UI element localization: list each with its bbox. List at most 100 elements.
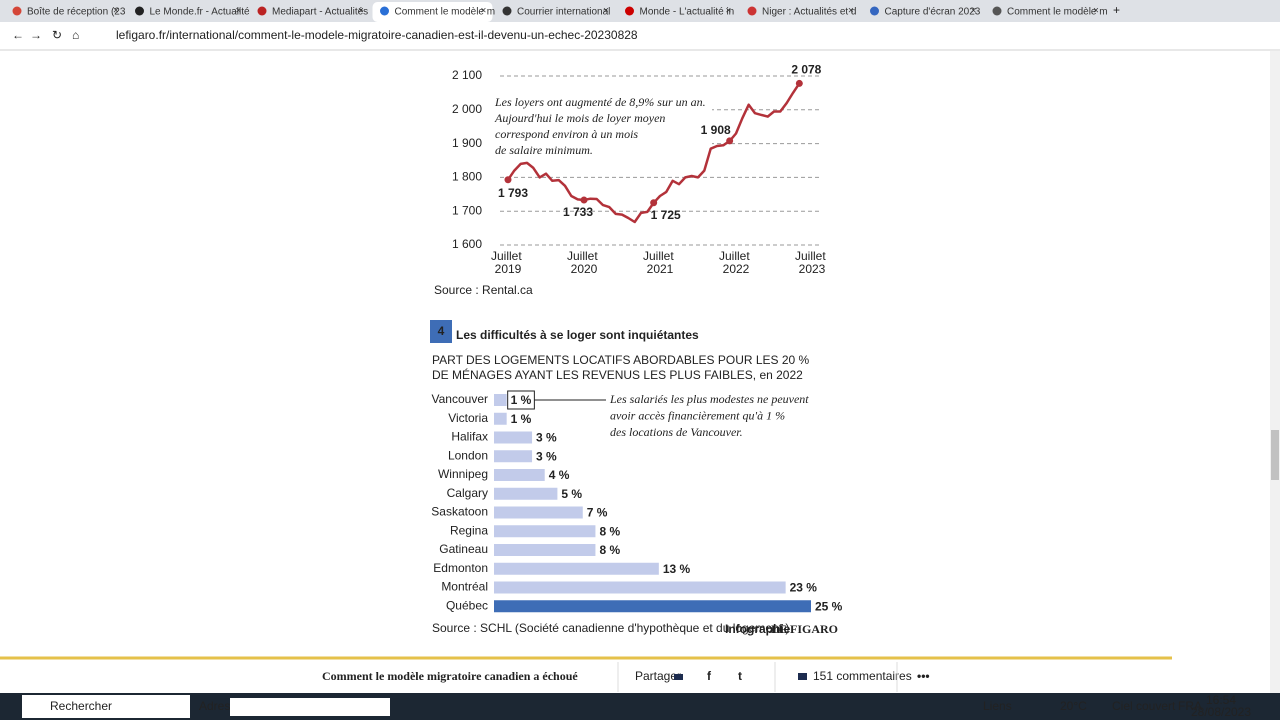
tab-title: Comment le modèle m (1007, 7, 1108, 18)
data-label: 3 % (536, 449, 557, 463)
data-label: 7 % (587, 506, 608, 520)
tab-title: Le Monde.fr - Actualité (150, 7, 250, 18)
tab-icon (747, 6, 757, 16)
category-label: Victoria (448, 411, 488, 425)
bar (494, 544, 596, 556)
category-label: Calgary (447, 486, 488, 500)
annotation: Les salariés les plus modestes ne peuven… (609, 392, 809, 406)
tab[interactable] (985, 2, 1105, 22)
comments-link[interactable]: 151 commentaires (813, 669, 912, 683)
tab-close: × (236, 6, 242, 17)
search-text[interactable]: Rechercher (50, 699, 112, 713)
more-button[interactable]: ••• (917, 669, 930, 683)
tab-icon (257, 6, 267, 16)
tab-icon (380, 6, 389, 16)
home-button[interactable]: ⌂ (72, 28, 79, 42)
x-tick-label: Juillet 2023 (795, 249, 829, 276)
data-label: 25 % (815, 599, 843, 613)
new-tab[interactable]: + (1113, 3, 1120, 17)
address-box[interactable] (230, 698, 390, 716)
annotation: Aujourd'hui le mois de loyer moyen (494, 111, 665, 125)
credit: Infographie (725, 622, 791, 636)
tab[interactable] (127, 2, 248, 22)
annotation: correspond environ à un mois (495, 127, 638, 141)
tab-icon (135, 6, 144, 16)
scrollbar-thumb[interactable] (1271, 430, 1279, 480)
chart-subtitle: PART DES LOGEMENTS LOCATIFS ABORDABLES P… (432, 353, 810, 367)
bar (494, 506, 583, 519)
tab[interactable] (372, 2, 493, 22)
data-label: 8 % (599, 543, 620, 557)
tab-title: Mediapart - Actualités (272, 7, 368, 18)
bar (494, 562, 659, 575)
taskbar (0, 693, 1280, 720)
data-label: 3 % (536, 431, 557, 445)
tab-close: × (726, 6, 732, 17)
source: Source : SCHL (Société canadienne d'hypo… (432, 621, 789, 635)
clock-date: 28/08/2023 (1191, 705, 1251, 719)
forward-button[interactable]: → (30, 28, 42, 42)
data-label: 1 908 (701, 123, 731, 137)
bar (494, 394, 507, 406)
tab-close: × (113, 6, 119, 17)
logo: LE FIGARO (771, 622, 838, 636)
y-tick-label: 2 000 (452, 102, 482, 116)
tab-title: Capture d'écran 2023 (885, 7, 981, 18)
data-label: 1 733 (563, 205, 593, 219)
tab[interactable] (862, 2, 983, 22)
scrollbar (1270, 51, 1280, 693)
section-number: 4 (438, 324, 445, 338)
bar (494, 469, 545, 481)
bar (494, 487, 558, 500)
reload-button[interactable]: ↻ (52, 28, 62, 42)
weather: Ciel couvert (1112, 699, 1176, 713)
mail-icon[interactable] (674, 674, 683, 680)
tab[interactable] (250, 2, 370, 22)
article-bar-title: Comment le modèle migratoire canadien a … (322, 669, 578, 683)
point (726, 137, 734, 145)
bar (494, 600, 811, 613)
data-label: 4 % (549, 468, 570, 482)
data-label: 1 793 (498, 186, 528, 200)
comment-icon[interactable] (798, 673, 807, 680)
data-label: 8 % (599, 524, 620, 538)
point (580, 196, 588, 204)
tab[interactable] (5, 2, 125, 22)
category-label: Québec (446, 598, 488, 612)
tab-title: Courrier international (517, 7, 610, 18)
tab-icon (12, 6, 22, 16)
annotation: avoir accès financièrement qu'à 1 % (610, 408, 785, 422)
url[interactable]: lefigaro.fr/international/comment-le-mod… (116, 28, 638, 42)
tab-icon (870, 6, 879, 16)
toolbar (0, 22, 1280, 50)
category-label: Regina (450, 523, 488, 537)
chart-subtitle: DE MÉNAGES AYANT LES REVENUS LES PLUS FA… (432, 367, 803, 382)
tab-title: Monde - L'actualité in (640, 7, 735, 18)
tab-title: Boîte de réception (23 (27, 7, 126, 18)
data-label: 2 078 (791, 63, 821, 77)
tab[interactable] (495, 2, 615, 22)
x-tick-label: Juillet 2020 (567, 249, 601, 276)
bar (494, 412, 507, 425)
data-label: 13 % (663, 562, 691, 576)
y-tick-label: 2 100 (452, 68, 482, 82)
tab-icon (992, 6, 1002, 16)
tab-close: × (481, 6, 487, 17)
tab[interactable] (740, 2, 860, 22)
y-tick-label: 1 600 (452, 237, 482, 251)
tab-close: × (971, 6, 977, 17)
search-box[interactable] (22, 695, 190, 718)
bar (494, 431, 533, 444)
twitter-icon[interactable]: t (738, 669, 742, 683)
facebook-icon[interactable]: f (707, 669, 712, 683)
tab[interactable] (617, 2, 738, 22)
bar (494, 525, 596, 538)
category-label: Saskatoon (431, 505, 488, 519)
share-label: Partager (635, 669, 681, 683)
section-badge (430, 320, 452, 343)
data-label: 23 % (790, 581, 818, 595)
category-label: Montréal (441, 580, 488, 594)
annotation: des locations de Vancouver. (610, 425, 743, 439)
bar (494, 581, 786, 594)
back-button[interactable]: ← (12, 28, 24, 42)
